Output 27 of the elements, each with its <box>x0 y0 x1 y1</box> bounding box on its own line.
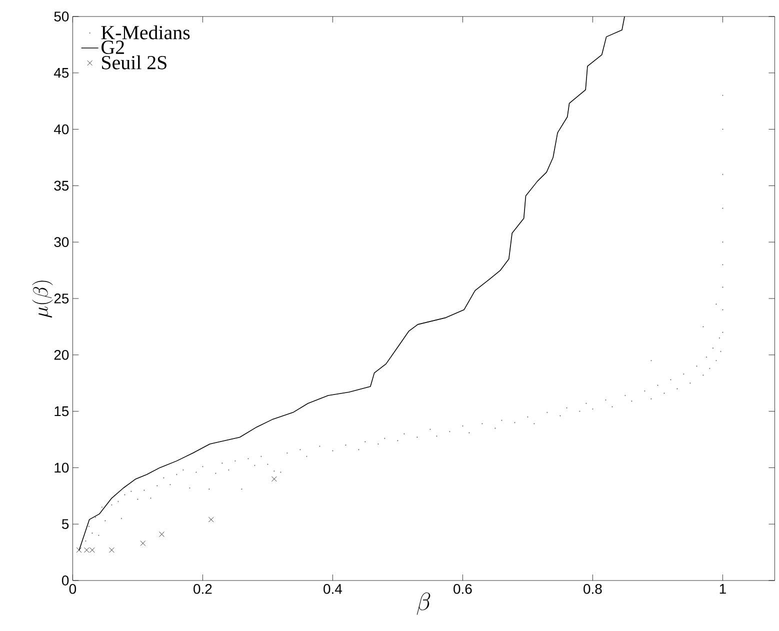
point <box>109 547 114 553</box>
y-tick-label: 0 <box>62 576 69 586</box>
y-tick-label: 25 <box>54 294 69 304</box>
x-tick-label: 0.4 <box>324 584 342 594</box>
y-tick-label: 10 <box>54 462 69 473</box>
x-axis-title: $\beta$ <box>416 592 430 615</box>
point <box>272 476 277 482</box>
y-tick-label: 40 <box>54 124 69 134</box>
point <box>208 516 214 522</box>
legend-label: G2 <box>102 40 124 54</box>
point <box>76 547 82 553</box>
x-tick-label: 0.6 <box>454 584 472 594</box>
y-axis-title: $\mu(\beta)$ <box>32 280 53 318</box>
y-tick-label: 30 <box>54 237 69 248</box>
legend-label: K-Medians <box>101 25 190 40</box>
x-tick-label: 0.2 <box>194 584 212 594</box>
y-tick-label: 5 <box>62 519 69 529</box>
point <box>140 540 146 546</box>
x-tick-label: 0 <box>69 584 76 594</box>
y-tick-label: 35 <box>54 180 69 191</box>
y-tick-label: 20 <box>54 350 69 360</box>
y-tick-label: 50 <box>54 12 69 22</box>
legend-label: Seuil 2S <box>102 55 166 70</box>
y-tick-label: 15 <box>54 406 69 416</box>
x-tick-label: 1 <box>720 584 726 594</box>
y-tick-label: 45 <box>54 68 69 78</box>
x-tick-label: 0.8 <box>584 584 602 594</box>
